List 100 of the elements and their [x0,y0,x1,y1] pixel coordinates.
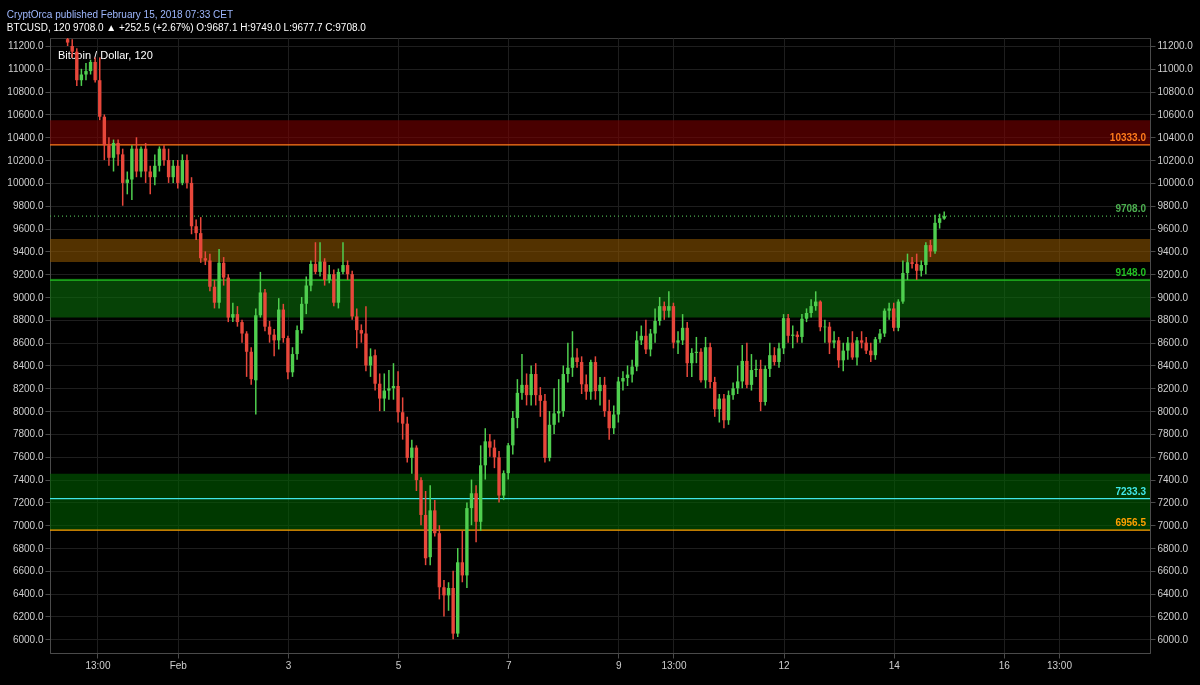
y-tick-label: 9600.0 [12,223,44,235]
y-tick-label: 9000.0 [12,291,44,303]
y2-tick-label: 7600.0 [1157,451,1189,463]
candlestick [914,252,919,281]
x-tick-label: 7 [505,659,512,671]
candlestick [116,138,120,167]
candlestick [327,264,331,285]
y-tick-label: 6000.0 [12,633,44,645]
x-tick-label: 12 [778,659,791,671]
candlestick [657,296,662,327]
candlestick [910,256,914,270]
candlestick [570,330,575,378]
x-tick-label: 5 [395,659,402,671]
candlestick [318,241,322,278]
y2-tick-label: 8200.0 [1157,382,1189,394]
candlestick [162,144,166,167]
y2-tick-label: 9000.0 [1157,291,1189,303]
y2-tick-label: 10600.0 [1157,108,1195,120]
y-tick-label: 8400.0 [12,359,44,371]
y-tick-label: 7800.0 [12,428,44,440]
ref-line-label: 9148.0 [1115,267,1147,279]
candlestick [745,341,749,390]
candlestick [924,241,928,275]
candlestick [887,301,891,321]
candlestick [272,328,276,358]
y-tick-label: 6800.0 [12,542,44,554]
y2-tick-label: 9600.0 [1157,223,1189,235]
y-tick-label: 10200.0 [7,154,44,166]
y-tick-label: 11000.0 [8,63,44,75]
y2-tick-label: 6200.0 [1157,610,1189,622]
y-tick-label: 8600.0 [12,337,44,349]
y-tick-label: 10400.0 [7,131,44,143]
candlestick [469,478,474,526]
x-tick-label: 9 [616,659,623,671]
y2-tick-label: 7800.0 [1157,428,1189,440]
candlestick [855,336,859,367]
y2-tick-label: 11000.0 [1157,63,1194,75]
candlestick [832,330,836,350]
candlestick [231,301,235,323]
ref-line-label: 7233.3 [1115,485,1147,497]
candlestick [171,159,175,184]
candlestick [153,153,157,186]
y2-tick-label: 9200.0 [1157,268,1189,280]
x-tick-label: 16 [998,659,1011,671]
x-tick-label: 13:00 [1046,659,1073,671]
y-tick-label: 10800.0 [7,86,44,98]
candlestick [125,170,129,196]
candlestick [667,290,671,319]
candlestick [529,364,533,407]
y-tick-label: 7600.0 [12,451,44,463]
y-tick-label: 9400.0 [12,245,44,257]
candlestick [777,341,781,369]
candlestick [442,579,446,618]
y2-tick-label: 7400.0 [1157,474,1189,486]
y-tick-label: 9200.0 [12,268,44,280]
ref-line-label: 9708.0 [1115,203,1147,215]
y2-tick-label: 9400.0 [1157,245,1189,257]
candlestick [662,300,666,321]
candlestick [309,259,313,293]
y-tick-label: 8200.0 [12,382,44,394]
candlestick [501,469,506,501]
candlestick [846,336,850,361]
candlestick [552,387,556,435]
y2-tick-label: 7200.0 [1157,496,1189,508]
y-tick-label: 10000.0 [7,177,44,189]
candlestick [359,323,364,344]
candlestick [772,346,777,367]
y2-tick-label: 6600.0 [1157,565,1189,577]
candlestick [607,398,611,441]
y-tick-label: 8800.0 [12,314,44,326]
candlestick [575,347,579,369]
y-tick-label: 7200.0 [12,496,44,508]
y2-tick-label: 10800.0 [1157,86,1195,98]
candlestick [240,319,244,344]
candlestick [341,241,345,275]
y-tick-label: 10600.0 [7,108,44,120]
candlestick [892,301,896,332]
candlestick [653,307,657,344]
candlestick [538,386,543,418]
y2-tick-label: 10000.0 [1157,177,1195,189]
y-tick-label: 6200.0 [12,610,44,622]
y2-tick-label: 11200.0 [1157,40,1194,52]
candlestick [735,364,740,395]
chart-title: CryptOrca published February 15, 2018 07:33 CET [6,9,234,21]
candlestick [520,353,524,401]
y2-tick-label: 8000.0 [1157,405,1189,417]
y2-tick-label: 6000.0 [1157,633,1189,645]
candlestick [107,136,111,167]
ref-line-label: 10333.0 [1109,131,1147,143]
candlestick [809,298,813,319]
candlestick [111,138,116,173]
candlestick [800,313,804,344]
y-tick-label: 9800.0 [12,200,44,212]
y2-tick-label: 6800.0 [1157,542,1189,554]
y-tick-label: 8000.0 [12,405,44,417]
candlestick [194,218,198,241]
y-tick-label: 7400.0 [12,474,44,486]
y2-tick-label: 8400.0 [1157,359,1189,371]
y-tick-label: 11200.0 [8,40,44,52]
x-tick-label: 3 [285,659,292,671]
